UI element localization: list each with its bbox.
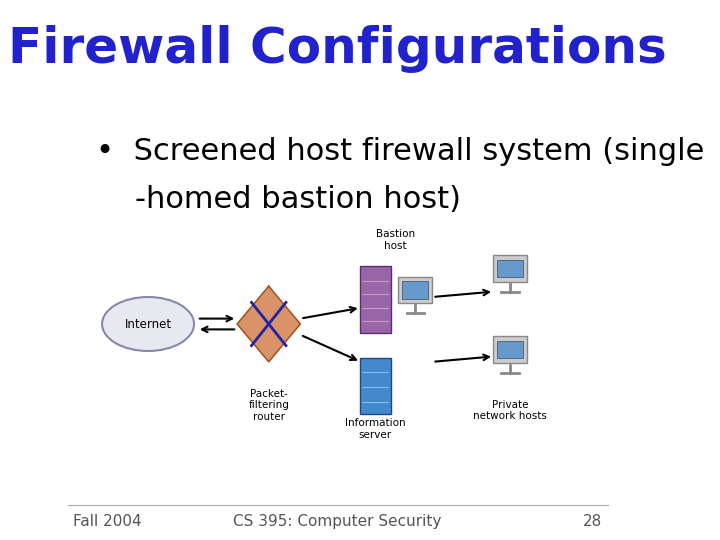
Text: Fall 2004: Fall 2004 [73,514,142,529]
Text: 28: 28 [582,514,602,529]
Text: Packet-
filtering
router: Packet- filtering router [248,389,289,422]
Text: CS 395: Computer Security: CS 395: Computer Security [233,514,442,529]
FancyBboxPatch shape [359,266,390,333]
FancyBboxPatch shape [497,260,523,277]
Text: •  Screened host firewall system (single: • Screened host firewall system (single [96,137,705,166]
Text: Information
server: Information server [345,418,405,440]
Text: Bastion
host: Bastion host [376,230,415,251]
FancyBboxPatch shape [492,336,527,363]
FancyBboxPatch shape [402,281,428,299]
FancyBboxPatch shape [398,277,433,303]
Text: Private
network hosts: Private network hosts [473,400,547,421]
Text: -homed bastion host): -homed bastion host) [96,185,462,214]
FancyBboxPatch shape [359,358,390,414]
Text: Firewall Configurations: Firewall Configurations [9,25,667,72]
Ellipse shape [102,297,194,351]
Polygon shape [237,286,300,362]
FancyBboxPatch shape [497,341,523,358]
FancyBboxPatch shape [492,255,527,282]
Text: Internet: Internet [125,318,171,330]
